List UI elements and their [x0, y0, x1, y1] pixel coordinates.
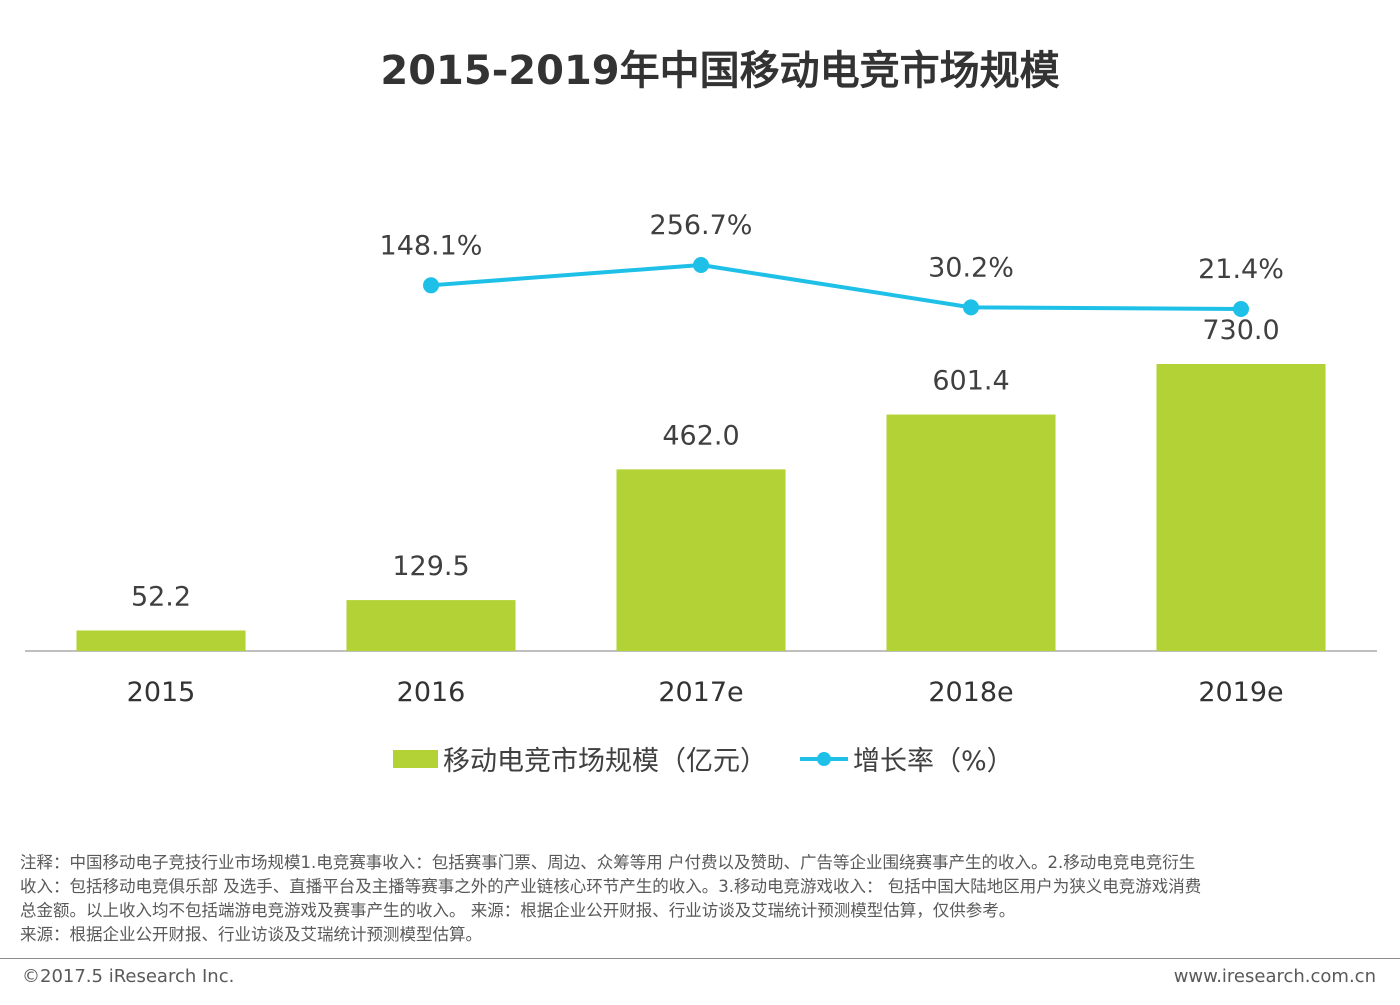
footnote-line: 收入：包括移动电竞俱乐部 及选手、直播平台及主播等赛事之外的产业链核心环节产生的… [20, 877, 1202, 896]
footnote-line: 总金额。以上收入均不包括端游电竞游戏及赛事产生的收入。 来源：根据企业公开财报、… [20, 901, 1016, 920]
legend-bar-swatch [393, 750, 438, 768]
growth-value-labels: 148.1% 256.7% 30.2% 21.4% [380, 210, 1284, 285]
footnote: 注释：中国移动电子竞技行业市场规模1.电竞赛事收入：包括赛事门票、周边、众筹等用… [20, 851, 1392, 947]
legend-line-marker [817, 752, 831, 766]
copyright-text: ©2017.5 iResearch Inc. [22, 966, 235, 987]
legend: 移动电竞市场规模（亿元） 增长率（%） [393, 746, 1014, 777]
bar-2015 [76, 630, 246, 651]
category-label: 2015 [127, 677, 196, 708]
bar-2016 [346, 600, 516, 651]
bar-series [76, 364, 1326, 651]
growth-line [430, 263, 1242, 311]
growth-point [1233, 301, 1249, 317]
growth-point [963, 299, 979, 316]
chart-title: 2015-2019年中国移动电竞市场规模 [380, 48, 1060, 94]
bar-value-label: 52.2 [131, 581, 191, 612]
bar-value-label: 601.4 [932, 366, 1009, 397]
category-labels: 2015 2016 2017e 2018e 2019e [127, 677, 1284, 708]
bar-2017e [616, 469, 786, 651]
category-label: 2016 [397, 677, 466, 708]
bar-value-label: 129.5 [392, 551, 469, 582]
growth-value-label: 30.2% [928, 252, 1014, 283]
bar-value-labels: 52.2 129.5 462.0 601.4 730.0 [131, 315, 1280, 612]
footer-divider [0, 958, 1400, 959]
website-link[interactable]: www.iresearch.com.cn [1173, 966, 1376, 987]
category-label: 2017e [658, 677, 743, 708]
growth-value-label: 256.7% [650, 210, 753, 241]
footnote-line: 来源：根据企业公开财报、行业访谈及艾瑞统计预测模型估算。 [20, 925, 482, 944]
growth-point [693, 257, 709, 273]
legend-bar-label: 移动电竞市场规模（亿元） [443, 746, 767, 777]
growth-value-label: 21.4% [1198, 254, 1284, 285]
category-label: 2019e [1198, 677, 1283, 708]
bar-2018e [886, 414, 1056, 651]
bar-2019e [1156, 364, 1326, 651]
growth-line-series [423, 257, 1249, 317]
growth-value-label: 148.1% [380, 230, 483, 261]
bar-value-label: 462.0 [662, 420, 739, 451]
footnote-line: 注释：中国移动电子竞技行业市场规模1.电竞赛事收入：包括赛事门票、周边、众筹等用… [20, 853, 1196, 872]
category-label: 2018e [928, 677, 1013, 708]
growth-point [423, 277, 439, 294]
bar-value-label: 730.0 [1202, 315, 1279, 346]
legend-line-label: 增长率（%） [853, 746, 1014, 777]
